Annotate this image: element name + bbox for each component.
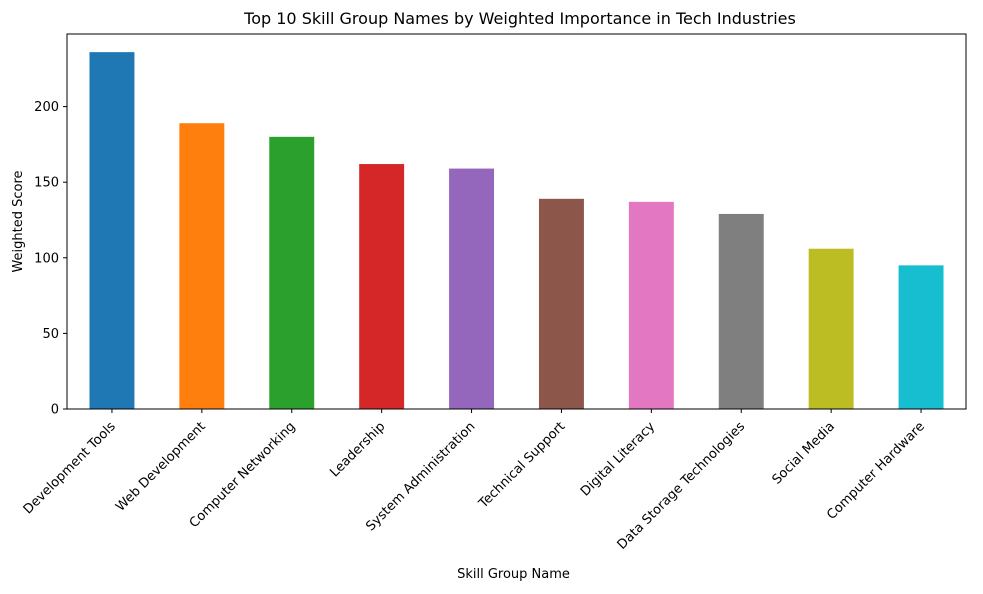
y-tick-label: 200: [34, 100, 59, 115]
bar-computer-hardware: [898, 265, 944, 409]
bar-data-storage-technologies: [718, 213, 764, 409]
bar-development-tools: [89, 52, 135, 409]
x-tick-label: Computer Hardware: [824, 419, 928, 523]
y-tick-label: 50: [42, 327, 59, 342]
y-tick-label: 100: [34, 251, 59, 266]
bar-technical-support: [538, 198, 584, 409]
x-tick-label: Technical Support: [475, 419, 568, 512]
y-axis-label: Weighted Score: [11, 170, 26, 272]
bar-digital-literacy: [628, 201, 674, 409]
bar-leadership: [359, 164, 405, 409]
chart-title: Top 10 Skill Group Names by Weighted Imp…: [243, 9, 796, 28]
y-axis: 0 50 100 150 200: [34, 100, 67, 418]
bars-group: [89, 52, 944, 410]
plot-frame: [66, 33, 967, 410]
x-tick-label: Digital Literacy: [578, 419, 658, 499]
x-tick-label: Development Tools: [21, 419, 119, 517]
y-tick-label: 150: [34, 176, 59, 191]
x-tick-label: Web Development: [113, 419, 208, 514]
x-tick-label: Computer Networking: [187, 419, 299, 531]
bar-social-media: [808, 248, 854, 409]
x-tick-label: Leadership: [327, 419, 388, 480]
y-tick-label: 0: [51, 403, 59, 418]
bar-system-administration: [449, 168, 495, 409]
x-tick-label: Social Media: [770, 419, 838, 487]
bar-computer-networking: [269, 136, 315, 410]
x-axis-label: Skill Group Name: [457, 567, 570, 582]
bar-web-development: [179, 123, 225, 409]
